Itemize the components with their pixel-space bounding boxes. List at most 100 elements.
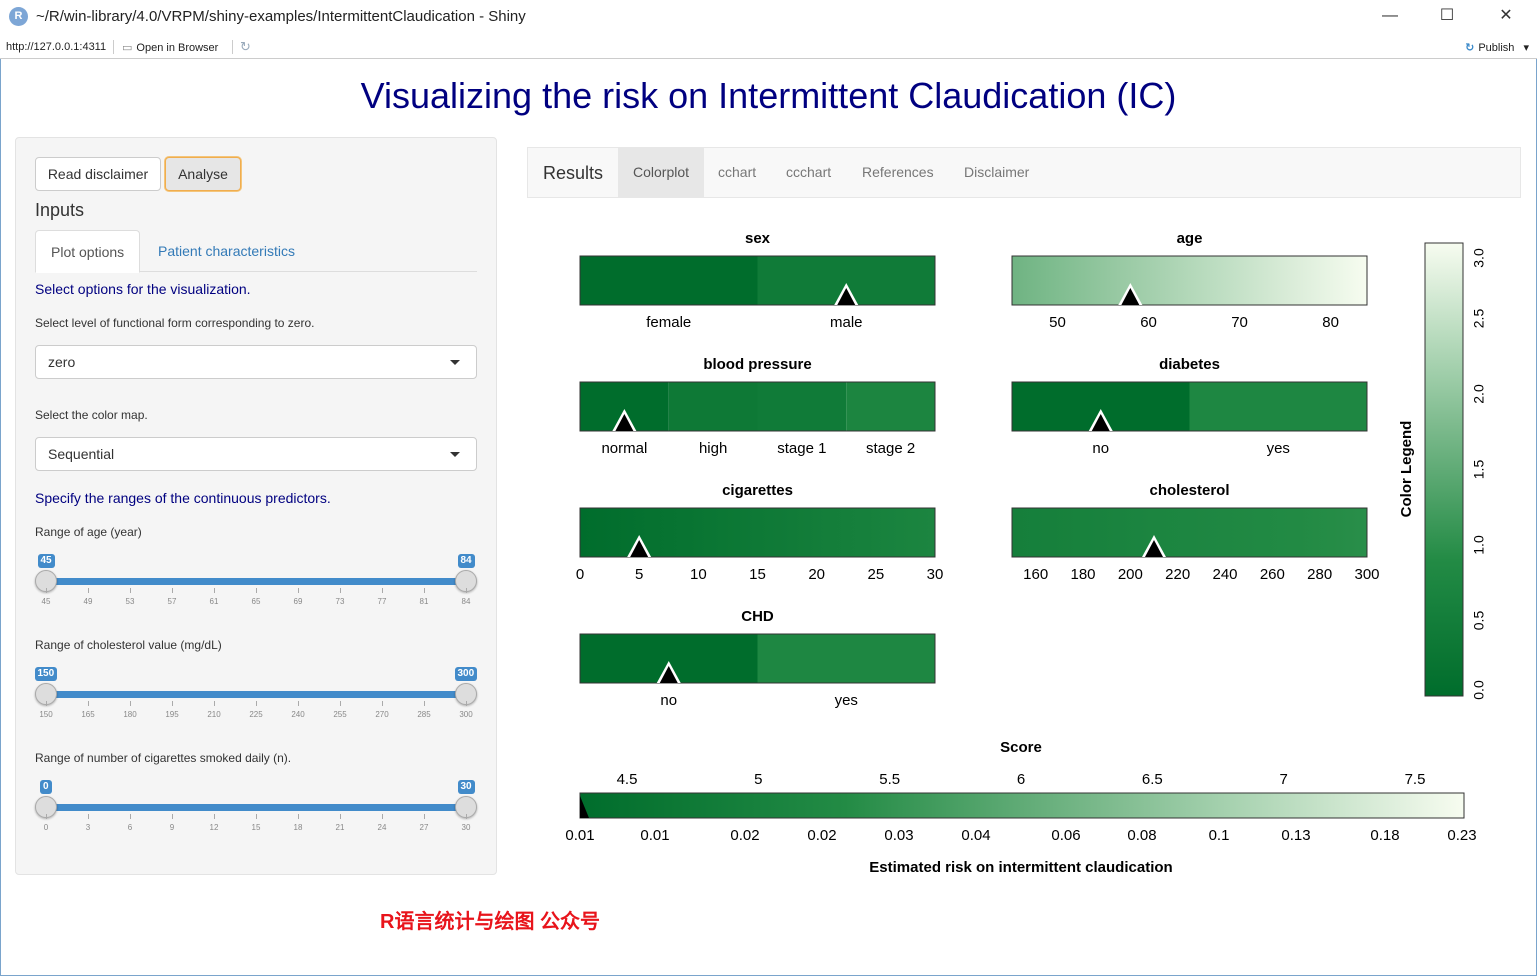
slider-tick-label: 6 <box>127 823 133 832</box>
functional-form-value: zero <box>48 354 76 370</box>
slider-tick <box>88 588 89 593</box>
score-bar <box>579 792 1465 819</box>
age-range-slider[interactable]: 45 84 45 49 53 57 61 65 69 73 77 81 84 <box>35 554 477 614</box>
slider-tick-label: 45 <box>41 597 51 606</box>
color-map-select[interactable]: Sequential <box>35 437 477 471</box>
score-tick-label: 5.5 <box>879 771 900 788</box>
slider-tick-label: 15 <box>251 823 261 832</box>
chevron-down-icon: ▾ <box>1523 42 1529 54</box>
watermark-text: R语言统计与绘图 公众号 <box>380 911 600 933</box>
analyse-button[interactable]: Analyse <box>165 157 241 191</box>
marker-triangle <box>615 414 634 431</box>
slider-tick-label: 12 <box>209 823 219 832</box>
tab-colorplot[interactable]: Colorplot <box>618 148 705 197</box>
window-title: ~/R/win-library/4.0/VRPM/shiny-examples/… <box>36 8 526 25</box>
panel-title: blood pressure <box>703 356 811 373</box>
url-text[interactable]: http://127.0.0.1:4311 <box>6 41 107 53</box>
category-label: normal <box>601 440 647 457</box>
open-in-browser-label: Open in Browser <box>136 42 219 54</box>
slider-tick <box>466 814 467 819</box>
risk-tick-label: 0.01 <box>565 827 594 844</box>
panel-title: cigarettes <box>722 482 793 499</box>
functional-form-label: Select level of functional form correspo… <box>35 316 315 330</box>
tab-patient-characteristics[interactable]: Patient characteristics <box>158 243 295 259</box>
cholesterol-range-slider[interactable]: 150 300 150 165 180 195 210 225 240 255 270 285 300 <box>34 667 478 727</box>
slider-tick-label: 210 <box>207 710 221 719</box>
category-label: yes <box>835 692 858 709</box>
toolbar-divider <box>113 40 114 54</box>
risk-tick-label: 0.23 <box>1447 827 1476 844</box>
category-label: high <box>699 440 727 457</box>
axis-tick-label: 260 <box>1260 566 1285 583</box>
slider-tick <box>298 814 299 819</box>
slider-tick-label: 73 <box>335 597 345 606</box>
slider-tick <box>46 588 47 593</box>
slider-tick <box>298 701 299 706</box>
tab-plot-options[interactable]: Plot options <box>35 230 141 273</box>
functional-form-select[interactable]: zero <box>35 345 477 379</box>
tab-cchart[interactable]: cchart <box>718 164 757 180</box>
axis-tick-label: 50 <box>1049 314 1066 331</box>
risk-tick-label: 0.03 <box>884 827 913 844</box>
marker-triangle <box>630 540 649 557</box>
results-brand: Results <box>543 163 604 183</box>
slider-tick-label: 81 <box>419 597 429 606</box>
slider-tick-label: 285 <box>417 710 431 719</box>
category-label: no <box>1092 440 1109 457</box>
age-range-label: Range of age (year) <box>35 525 142 539</box>
tab-references[interactable]: References <box>862 164 934 180</box>
open-in-browser-button[interactable]: ▭ Open in Browser <box>122 41 218 54</box>
category-label: yes <box>1267 440 1290 457</box>
refresh-icon[interactable]: ↻ <box>240 39 251 54</box>
slider-track[interactable] <box>46 804 466 811</box>
slider-tick <box>88 814 89 819</box>
slider-tick-label: 225 <box>249 710 263 719</box>
slider-track[interactable] <box>46 578 466 585</box>
slider-from-value: 45 <box>37 554 55 568</box>
panel-title: age <box>1177 230 1203 247</box>
legend-tick-label: 0.0 <box>1471 680 1487 700</box>
axis-tick-label: 25 <box>867 566 884 583</box>
ranges-text: Specify the ranges of the continuous pre… <box>35 490 331 506</box>
color-legend-bar <box>1424 242 1464 697</box>
read-disclaimer-button[interactable]: Read disclaimer <box>35 157 161 191</box>
risk-tick-label: 0.13 <box>1281 827 1310 844</box>
category-cell <box>1189 382 1367 431</box>
legend-tick-label: 0.5 <box>1471 611 1487 631</box>
publish-button[interactable]: ↻ Publish ▾ <box>1465 41 1529 54</box>
category-label: no <box>660 692 677 709</box>
slider-tick-label: 255 <box>333 710 347 719</box>
marker-triangle <box>837 288 856 305</box>
slider-tick-label: 61 <box>209 597 219 606</box>
slider-tick <box>46 814 47 819</box>
marker-triangle <box>1121 288 1140 305</box>
marker-triangle <box>659 666 678 683</box>
risk-tick-label: 0.08 <box>1127 827 1156 844</box>
slider-tick <box>340 701 341 706</box>
axis-tick-label: 160 <box>1023 566 1048 583</box>
category-cell <box>757 382 847 431</box>
color-map-label: Select the color map. <box>35 408 148 422</box>
maximize-button[interactable]: ☐ <box>1439 7 1455 24</box>
toolbar-divider <box>232 40 233 54</box>
slider-tick <box>256 701 257 706</box>
tab-ccchart[interactable]: ccchart <box>786 164 832 180</box>
slider-tick-label: 270 <box>375 710 389 719</box>
cigarettes-range-slider[interactable]: 0 30 0 3 6 9 12 15 18 21 24 27 30 <box>35 780 477 840</box>
score-tick-label: 4.5 <box>617 771 638 788</box>
axis-tick-label: 30 <box>927 566 944 583</box>
panel-border <box>1011 381 1368 432</box>
risk-tick-label: 0.02 <box>730 827 759 844</box>
slider-tick <box>340 814 341 819</box>
slider-tick <box>214 588 215 593</box>
slider-to-value: 84 <box>457 554 475 568</box>
close-button[interactable]: ✕ <box>1499 7 1513 24</box>
minimize-button[interactable]: — <box>1382 7 1398 24</box>
score-tick-label: 5 <box>754 771 762 788</box>
score-title: Score <box>1000 739 1042 756</box>
tab-disclaimer[interactable]: Disclaimer <box>964 164 1030 180</box>
slider-track[interactable] <box>46 691 466 698</box>
title-bar: R ~/R/win-library/4.0/VRPM/shiny-example… <box>0 0 1537 34</box>
axis-tick-label: 10 <box>690 566 707 583</box>
